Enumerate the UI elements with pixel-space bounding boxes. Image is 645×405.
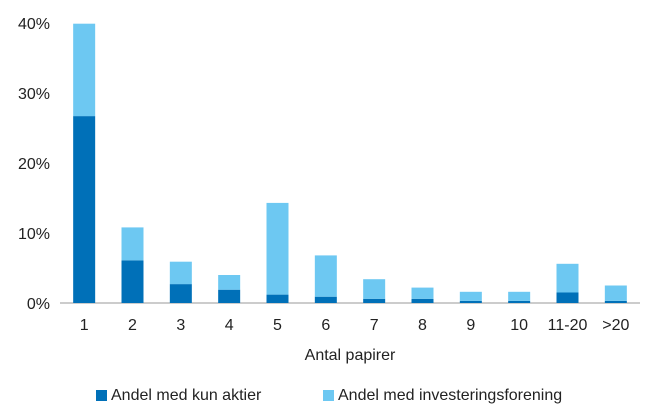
bar-investeringsforening (266, 202, 289, 295)
bar-kun-aktier (314, 296, 337, 303)
x-tick-label: 4 (225, 317, 234, 334)
x-tick-label: 3 (176, 317, 185, 334)
bar-kun-aktier (121, 260, 144, 303)
y-tick-label: 40% (18, 16, 50, 33)
y-tick-label: 30% (18, 86, 50, 103)
x-axis-label: Antal papirer (305, 347, 396, 364)
bar-kun-aktier (218, 289, 241, 303)
bar-kun-aktier (363, 298, 386, 303)
bar-investeringsforening (508, 291, 531, 301)
x-tick-label: 8 (418, 317, 427, 334)
bars-group (73, 23, 627, 303)
legend: Andel med kun aktier Andel med investeri… (96, 387, 562, 404)
bar-investeringsforening (169, 261, 192, 285)
legend-swatch-investeringsforening (323, 390, 334, 401)
legend-label-kun-aktier: Andel med kun aktier (111, 387, 262, 404)
bar-kun-aktier (266, 294, 289, 303)
y-tick-label: 20% (18, 156, 50, 173)
y-tick-label: 10% (18, 226, 50, 243)
x-tick-label: 11-20 (548, 317, 588, 334)
bar-kun-aktier (556, 292, 579, 303)
legend-swatch-kun-aktier (96, 390, 107, 401)
bar-kun-aktier (459, 300, 482, 303)
bar-investeringsforening (459, 291, 482, 301)
bar-investeringsforening (121, 227, 144, 261)
bar-investeringsforening (363, 279, 386, 299)
bar-investeringsforening (604, 285, 627, 301)
x-tick-label: 9 (466, 317, 475, 334)
x-tick-label: 1 (80, 317, 89, 334)
x-tick-label: 2 (128, 317, 137, 334)
x-tick-label: 5 (273, 317, 282, 334)
bar-kun-aktier (508, 300, 531, 303)
x-tick-label: 6 (321, 317, 330, 334)
bar-kun-aktier (169, 284, 192, 303)
bar-kun-aktier (411, 298, 434, 303)
legend-label-investeringsforening: Andel med investeringsforening (338, 387, 562, 404)
x-tick-label: >20 (602, 317, 629, 334)
x-tick-label: 7 (370, 317, 379, 334)
bar-investeringsforening (73, 23, 96, 117)
x-tick-label: 10 (510, 317, 528, 334)
y-axis: 0% 10% 20% 30% 40% (18, 16, 50, 313)
bar-investeringsforening (314, 255, 337, 297)
bar-kun-aktier (604, 300, 627, 303)
bar-investeringsforening (411, 287, 434, 299)
bar-investeringsforening (218, 275, 241, 290)
x-axis: 1 2 3 4 5 6 7 8 9 10 11-20 >20 (80, 317, 630, 334)
bar-kun-aktier (73, 116, 96, 303)
y-tick-label: 0% (27, 296, 50, 313)
bar-investeringsforening (556, 263, 579, 293)
